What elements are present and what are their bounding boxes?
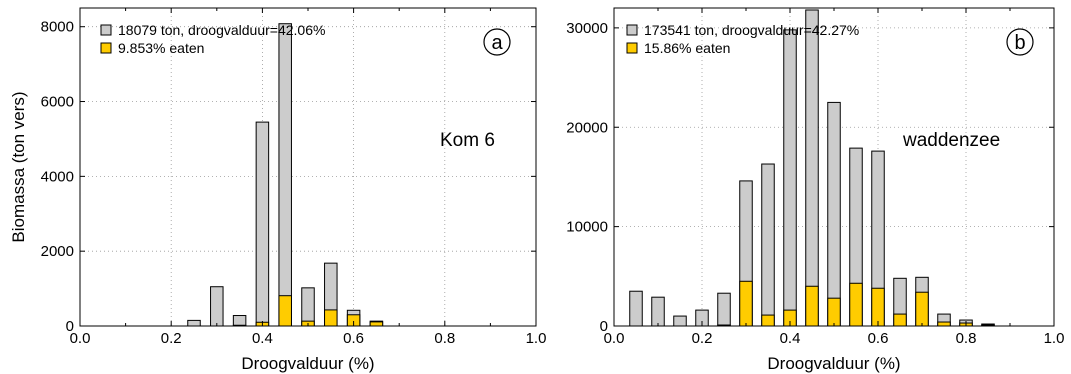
annotation-b: waddenzee bbox=[902, 130, 1000, 151]
bar-total bbox=[278, 23, 292, 327]
chart-panel-a: 0.0 0.2 0.4 0.6 0.8 1.0 0 2000 4000 6000 8000 1807… bbox=[9, 7, 547, 373]
bar-total bbox=[805, 9, 819, 327]
x-axis-label-a: Droogvalduur (%) bbox=[241, 354, 374, 373]
bar-eaten bbox=[893, 313, 907, 327]
bar-eaten bbox=[805, 285, 819, 327]
y-tick-label: 20000 bbox=[566, 119, 608, 136]
legend-swatch-eaten-b bbox=[626, 42, 638, 54]
legend-label-total-a: 18079 ton, droogvalduur=42.06% bbox=[118, 22, 325, 38]
x-tick-label: 0.0 bbox=[604, 330, 625, 347]
bar-eaten bbox=[871, 287, 885, 327]
y-tick-label: 2000 bbox=[41, 243, 74, 260]
x-tick-label: 0.4 bbox=[252, 330, 273, 347]
annotation-a: Kom 6 bbox=[440, 130, 495, 151]
legend-swatch-total-a bbox=[100, 24, 112, 36]
panel-label-circle-a bbox=[483, 28, 511, 56]
panel-label-circle-b bbox=[1006, 28, 1034, 56]
x-tick-label: 0.8 bbox=[434, 330, 455, 347]
bar-total bbox=[232, 315, 247, 327]
bar-eaten bbox=[827, 297, 841, 327]
bar-eaten bbox=[278, 295, 292, 327]
x-tick-label: 0.6 bbox=[343, 330, 364, 347]
y-axis-label-a: Biomassa (ton vers) bbox=[9, 91, 28, 242]
bar-eaten bbox=[849, 282, 863, 327]
y-tick-label: 0 bbox=[66, 318, 74, 335]
bar-total bbox=[717, 292, 731, 327]
bar-total bbox=[827, 101, 841, 327]
legend-swatch-total-b bbox=[626, 24, 638, 36]
ticks-b: 0.0 0.2 0.4 0.6 0.8 1.0 0 10000 20000 30000 bbox=[566, 8, 1064, 347]
bar-total bbox=[629, 290, 643, 327]
legend-swatch-eaten-a bbox=[100, 42, 112, 54]
y-tick-label: 8000 bbox=[41, 19, 74, 36]
bar-eaten bbox=[324, 309, 338, 327]
x-tick-label: 0.4 bbox=[780, 330, 801, 347]
bar-total bbox=[761, 163, 775, 327]
y-tick-label: 6000 bbox=[41, 94, 74, 111]
legend-label-total-b: 173541 ton, droogvalduur=42.27% bbox=[644, 22, 859, 38]
x-tick-label: 0.2 bbox=[692, 330, 713, 347]
x-axis-label-b: Droogvalduur (%) bbox=[767, 354, 900, 373]
bar-total bbox=[673, 315, 687, 327]
bar-eaten bbox=[915, 291, 929, 327]
x-tick-label: 0.8 bbox=[956, 330, 977, 347]
plot-area-a bbox=[80, 8, 536, 326]
x-tick-label: 0.6 bbox=[868, 330, 889, 347]
chart-panel-b: 0.0 0.2 0.4 0.6 0.8 1.0 0 10000 20000 30000 17354… bbox=[566, 7, 1064, 373]
bar-total bbox=[187, 319, 201, 327]
bars-b bbox=[629, 9, 995, 327]
ticks-a: 0.0 0.2 0.4 0.6 0.8 1.0 0 2000 4000 6000 8000 bbox=[41, 8, 547, 347]
y-tick-label: 30000 bbox=[566, 20, 608, 37]
x-tick-label: 0.2 bbox=[161, 330, 182, 347]
panel-label-a: a bbox=[491, 32, 503, 54]
x-tick-label: 1.0 bbox=[526, 330, 547, 347]
bar-total bbox=[651, 296, 665, 327]
bar-total bbox=[210, 286, 224, 327]
bar-eaten bbox=[369, 321, 384, 327]
y-tick-label: 4000 bbox=[41, 168, 74, 185]
y-tick-label: 0 bbox=[600, 318, 608, 335]
bar-total bbox=[783, 29, 797, 327]
legend-a: 18079 ton, droogvalduur=42.06% 9.853% ea… bbox=[100, 22, 325, 56]
panel-label-b: b bbox=[1014, 32, 1025, 54]
legend-label-eaten-a: 9.853% eaten bbox=[118, 40, 204, 56]
y-tick-label: 10000 bbox=[566, 219, 608, 236]
bar-eaten bbox=[761, 314, 775, 327]
bar-eaten bbox=[739, 280, 753, 327]
bar-total bbox=[301, 287, 315, 327]
x-tick-label: 1.0 bbox=[1044, 330, 1065, 347]
legend-label-eaten-b: 15.86% eaten bbox=[644, 40, 730, 56]
bar-eaten bbox=[937, 321, 951, 327]
x-tick-label: 0.0 bbox=[70, 330, 91, 347]
gridlines-a bbox=[80, 8, 536, 326]
legend-b: 173541 ton, droogvalduur=42.27% 15.86% e… bbox=[626, 22, 859, 56]
bar-total bbox=[255, 121, 270, 327]
